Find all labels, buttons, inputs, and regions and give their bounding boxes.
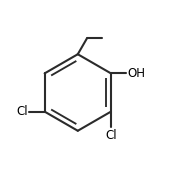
Text: Cl: Cl [17,105,28,118]
Text: OH: OH [127,67,145,80]
Text: Cl: Cl [105,129,117,142]
